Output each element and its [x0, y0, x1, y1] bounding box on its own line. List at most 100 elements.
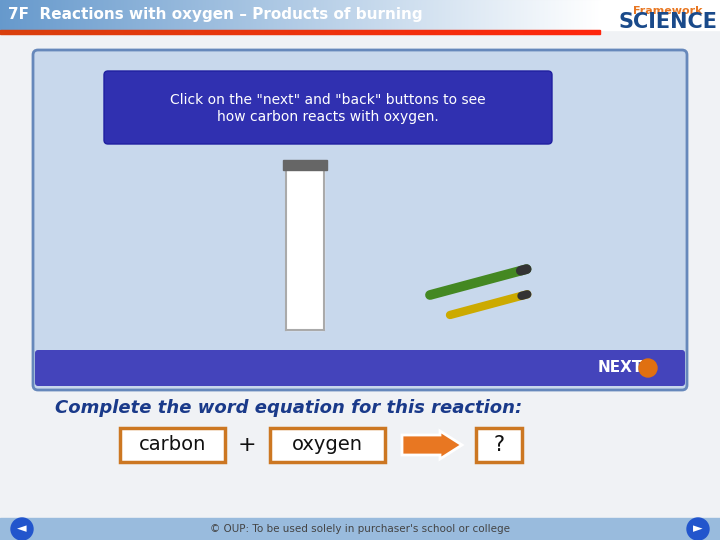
Bar — [515, 0, 516, 30]
Bar — [584, 0, 585, 30]
Bar — [192, 30, 193, 34]
Bar — [511, 0, 512, 30]
Bar — [205, 0, 206, 30]
Bar — [481, 30, 482, 34]
Bar — [49, 0, 50, 30]
Bar — [487, 0, 488, 30]
Bar — [188, 30, 189, 34]
Bar — [123, 30, 124, 34]
Bar — [388, 30, 389, 34]
Bar — [443, 0, 444, 30]
Bar — [184, 0, 185, 30]
Bar — [220, 30, 221, 34]
Bar — [442, 0, 443, 30]
Bar — [354, 30, 355, 34]
Bar — [535, 0, 536, 30]
Bar — [416, 30, 417, 34]
Bar — [209, 0, 210, 30]
Bar — [554, 30, 555, 34]
Bar — [109, 30, 110, 34]
Bar — [370, 0, 371, 30]
Bar — [31, 0, 32, 30]
Bar — [139, 0, 140, 30]
Bar — [597, 0, 598, 30]
Bar — [257, 0, 258, 30]
Bar — [476, 0, 477, 30]
Bar — [102, 0, 103, 30]
Bar — [251, 30, 252, 34]
Bar — [453, 30, 454, 34]
Bar — [514, 0, 515, 30]
Bar — [471, 30, 472, 34]
Bar — [526, 0, 527, 30]
Bar — [157, 30, 158, 34]
Bar — [294, 30, 295, 34]
Bar — [385, 30, 386, 34]
Bar — [58, 0, 59, 30]
Bar — [357, 30, 358, 34]
Bar — [227, 30, 228, 34]
Bar — [29, 0, 30, 30]
Bar — [309, 30, 310, 34]
Bar — [312, 0, 313, 30]
Bar — [66, 30, 67, 34]
Bar — [273, 30, 274, 34]
Bar — [515, 30, 516, 34]
Bar — [196, 0, 197, 30]
Bar — [101, 30, 102, 34]
Bar — [32, 30, 33, 34]
Bar — [542, 30, 543, 34]
Bar — [407, 0, 408, 30]
Bar — [318, 30, 319, 34]
Bar — [404, 30, 405, 34]
Bar — [500, 30, 501, 34]
Bar — [598, 0, 599, 30]
Bar — [463, 0, 464, 30]
Bar — [306, 0, 307, 30]
Bar — [458, 30, 459, 34]
Bar — [529, 0, 530, 30]
Bar — [552, 30, 553, 34]
Bar — [89, 30, 90, 34]
Bar — [114, 30, 115, 34]
Bar — [404, 0, 405, 30]
Bar — [155, 30, 156, 34]
Bar — [322, 30, 323, 34]
Bar — [391, 30, 392, 34]
Bar — [237, 30, 238, 34]
Bar — [436, 30, 437, 34]
Bar — [349, 0, 350, 30]
Bar — [85, 30, 86, 34]
Bar — [398, 30, 399, 34]
Bar — [126, 30, 127, 34]
Bar — [270, 0, 271, 30]
Bar — [245, 30, 246, 34]
Bar — [396, 30, 397, 34]
Bar — [505, 0, 506, 30]
Bar — [3, 30, 4, 34]
Bar — [151, 0, 152, 30]
Bar — [243, 30, 244, 34]
Bar — [386, 30, 387, 34]
Bar — [413, 0, 414, 30]
Bar — [90, 30, 91, 34]
Bar — [165, 0, 166, 30]
Bar — [239, 0, 240, 30]
Bar — [241, 0, 242, 30]
Bar — [197, 0, 198, 30]
Bar — [424, 30, 425, 34]
Bar — [252, 0, 253, 30]
Bar — [47, 0, 48, 30]
Bar — [122, 30, 123, 34]
Bar — [425, 30, 426, 34]
Bar — [556, 0, 557, 30]
Bar — [259, 0, 260, 30]
Bar — [586, 30, 587, 34]
Bar — [453, 0, 454, 30]
Bar — [432, 30, 433, 34]
Bar — [358, 0, 359, 30]
Bar — [304, 0, 305, 30]
Bar — [92, 0, 93, 30]
Bar — [110, 30, 111, 34]
Bar — [269, 0, 270, 30]
